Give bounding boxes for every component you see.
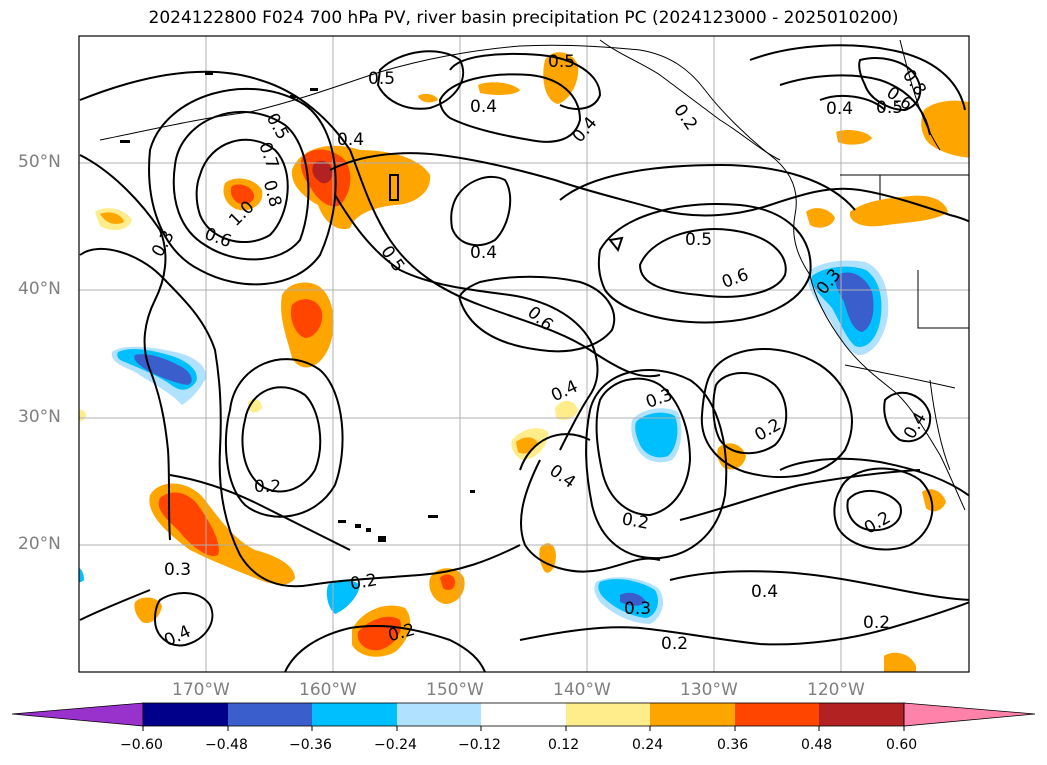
contour-label: 0.6 [202,224,234,252]
contour-label: 0.4 [751,582,778,602]
contour-label: 0.6 [719,265,751,293]
contour-label: 0.3 [643,385,675,413]
colorbar-bin [312,703,397,726]
precip-patch [158,492,219,556]
map-title: 2024122800 F024 700 hPa PV, river basin … [148,8,899,28]
precip-patch [230,184,255,205]
lat-label: 30°N [18,407,61,427]
colorbar-tick-label: 0.60 [886,737,918,753]
colorbar-bin [735,703,819,726]
contour-label: 0.2 [863,613,890,633]
contour-label: 0.5 [876,98,903,118]
colorbar-bin [566,703,650,726]
precip-patch [555,400,578,420]
lat-label: 50°N [18,152,61,172]
contour-label: 0.4 [337,130,364,150]
contour-label: 0.2 [620,509,650,533]
contour-label: 0.5 [685,230,712,250]
colorbar [11,702,1036,731]
contour-label: 0.4 [569,113,602,147]
colorbar-bin [481,703,566,726]
contour-label: 0.4 [826,99,853,119]
contour-label: 0.2 [669,101,701,135]
contour-label: 0.2 [861,508,894,539]
precip-patch [79,567,84,583]
colorbar-tick-label: −0.12 [458,737,501,753]
contour-label: 0.4 [470,97,497,117]
colorbar-tick-label: 0.36 [717,737,749,753]
precip-patch [440,574,455,590]
colorbar-tick-label: −0.36 [289,737,332,753]
colorbar-tick-label: −0.48 [205,737,248,753]
colorbar-bin [650,703,735,726]
precip-patch [79,409,86,421]
coastline-layer [99,39,969,511]
colorbar-tick-label: 0.24 [632,737,664,753]
contour-label: 0.8 [259,178,285,209]
colorbar-tick-label: −0.60 [120,737,163,753]
lat-label: 40°N [18,279,61,299]
precip-patch [835,272,874,332]
precip-fill-layer [79,52,969,672]
contour-label: 0.7 [254,140,282,172]
precip-patch [921,100,969,158]
colorbar-bin [819,703,904,726]
contour-label: 0.4 [161,622,194,652]
contour-label: 0.4 [470,243,497,263]
graticule [79,36,969,672]
contour-label: 0.4 [900,409,931,442]
contour-label: 0.3 [624,599,651,619]
precip-patch [849,195,948,227]
contour-label: 0.4 [545,461,579,493]
map-plot-area: 0.5 0.5 0.4 0.4 0.4 0.5 0.7 0.8 1.0 0.6 … [79,36,969,672]
lon-label: 170°W [172,680,230,700]
colorbar-bin [397,703,481,726]
precip-patch [134,597,162,624]
pv-contour-layer [79,44,969,672]
contour-label: 0.3 [164,560,191,580]
colorbar-tick-label: 0.48 [801,737,833,753]
precip-patch [312,160,333,184]
precip-patch [539,543,556,573]
precip-patch [836,130,872,145]
contour-label: 0.4 [548,377,581,407]
contour-label: 0.2 [349,570,379,594]
lon-label: 150°W [426,680,484,700]
colorbar-bin [143,703,228,726]
precip-patch [418,93,438,103]
contour-label: 0.2 [661,634,688,654]
colorbar-tick-label: −0.24 [374,737,417,753]
contour-label: 0.3 [148,227,179,260]
colorbar-bin [228,703,312,726]
precip-patch [100,212,124,224]
lon-label: 130°W [680,680,738,700]
island-marks [120,72,475,542]
precip-patch [884,652,916,672]
contour-label: 0.2 [751,415,784,446]
precip-patch [620,592,646,606]
lon-label: 160°W [299,680,357,700]
precip-patch [806,208,835,228]
contour-label: 0.2 [254,477,281,497]
colorbar-over-arrow [903,702,1036,727]
colorbar-under-arrow [11,702,144,727]
contour-label: 0.5 [368,69,395,89]
contour-label: 0.5 [548,52,575,72]
lon-label: 120°W [807,680,865,700]
lon-label: 140°W [553,680,611,700]
precip-patch [290,299,323,338]
precip-patch [326,579,360,614]
map-frame [78,35,970,673]
precip-patch [478,82,520,95]
lat-label: 20°N [18,534,61,554]
precip-patch [635,412,678,458]
precip-patch [922,489,946,512]
precip-patch [134,354,192,385]
colorbar-tick-label: 0.12 [548,737,580,753]
